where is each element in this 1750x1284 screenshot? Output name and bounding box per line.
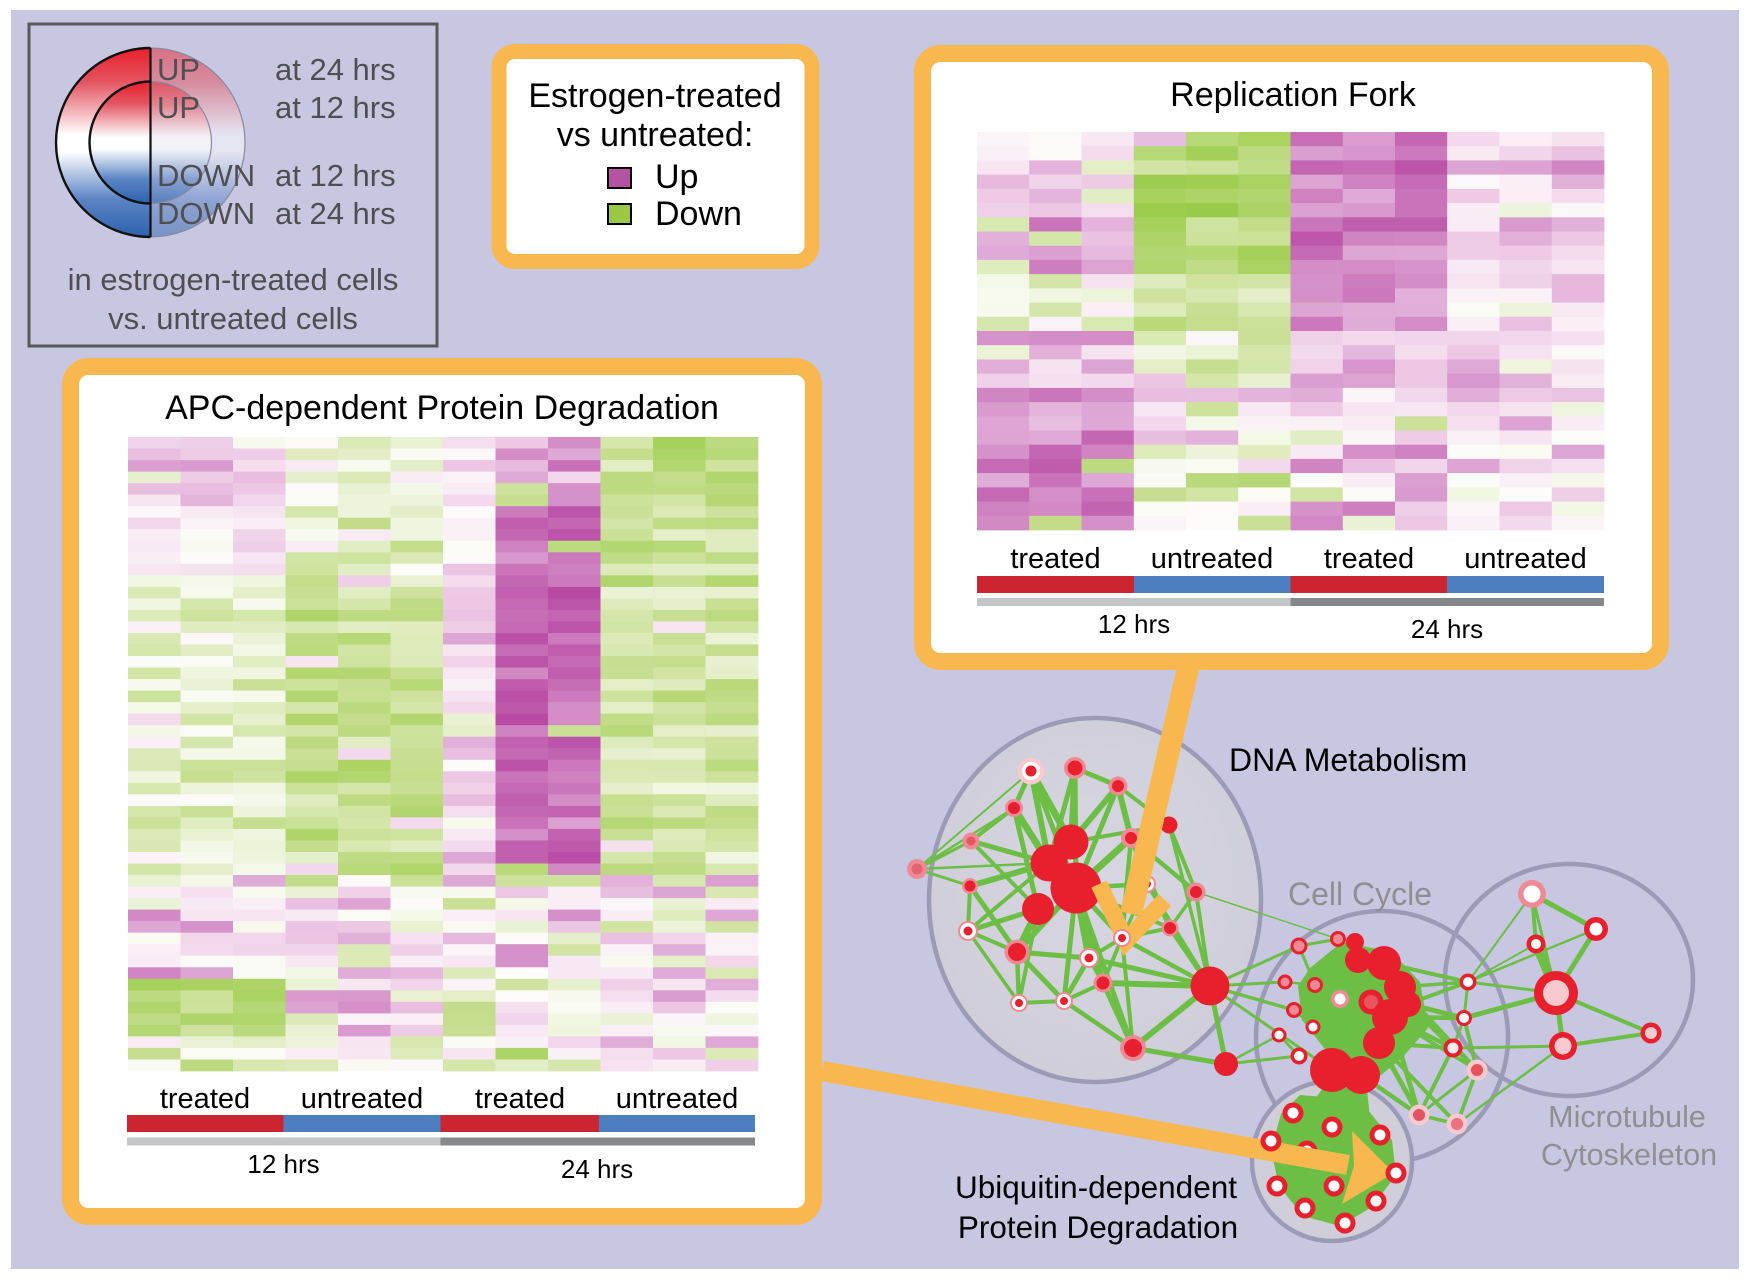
svg-text:in estrogen-treated cells: in estrogen-treated cells <box>68 262 399 297</box>
svg-text:24 hrs: 24 hrs <box>1411 614 1483 644</box>
svg-text:at 12 hrs: at 12 hrs <box>275 158 396 193</box>
svg-text:DOWN: DOWN <box>157 158 255 193</box>
svg-text:untreated: untreated <box>301 1083 424 1115</box>
svg-text:APC-dependent Protein Degradat: APC-dependent Protein Degradation <box>165 389 719 427</box>
svg-text:UP: UP <box>157 90 200 125</box>
svg-text:treated: treated <box>160 1083 250 1115</box>
svg-text:DOWN: DOWN <box>157 196 255 231</box>
svg-text:Replication Fork: Replication Fork <box>1170 76 1417 114</box>
svg-text:Ubiquitin-dependent: Ubiquitin-dependent <box>955 1169 1237 1205</box>
svg-text:Estrogen-treated: Estrogen-treated <box>528 77 781 115</box>
svg-text:12 hrs: 12 hrs <box>1098 609 1170 639</box>
svg-text:vs untreated:: vs untreated: <box>557 116 754 154</box>
svg-text:Cell Cycle: Cell Cycle <box>1288 876 1432 912</box>
svg-text:untreated: untreated <box>1464 543 1587 575</box>
svg-text:Microtubule: Microtubule <box>1548 1100 1706 1134</box>
svg-text:treated: treated <box>1324 543 1414 575</box>
svg-text:treated: treated <box>1010 543 1100 575</box>
svg-text:Cytoskeleton: Cytoskeleton <box>1541 1138 1717 1172</box>
svg-text:Protein Degradation: Protein Degradation <box>958 1209 1238 1245</box>
svg-text:untreated: untreated <box>1151 543 1274 575</box>
svg-text:at 24 hrs: at 24 hrs <box>275 52 396 87</box>
svg-text:DNA Metabolism: DNA Metabolism <box>1229 742 1467 778</box>
svg-text:vs. untreated cells: vs. untreated cells <box>108 301 358 336</box>
svg-text:24 hrs: 24 hrs <box>561 1154 633 1184</box>
svg-text:untreated: untreated <box>616 1083 739 1115</box>
svg-text:UP: UP <box>157 52 200 87</box>
svg-text:treated: treated <box>475 1083 565 1115</box>
svg-text:Up: Up <box>655 158 698 196</box>
svg-text:at 24 hrs: at 24 hrs <box>275 196 396 231</box>
svg-text:Down: Down <box>655 195 742 233</box>
svg-text:12 hrs: 12 hrs <box>247 1149 319 1179</box>
svg-text:at 12 hrs: at 12 hrs <box>275 90 396 125</box>
